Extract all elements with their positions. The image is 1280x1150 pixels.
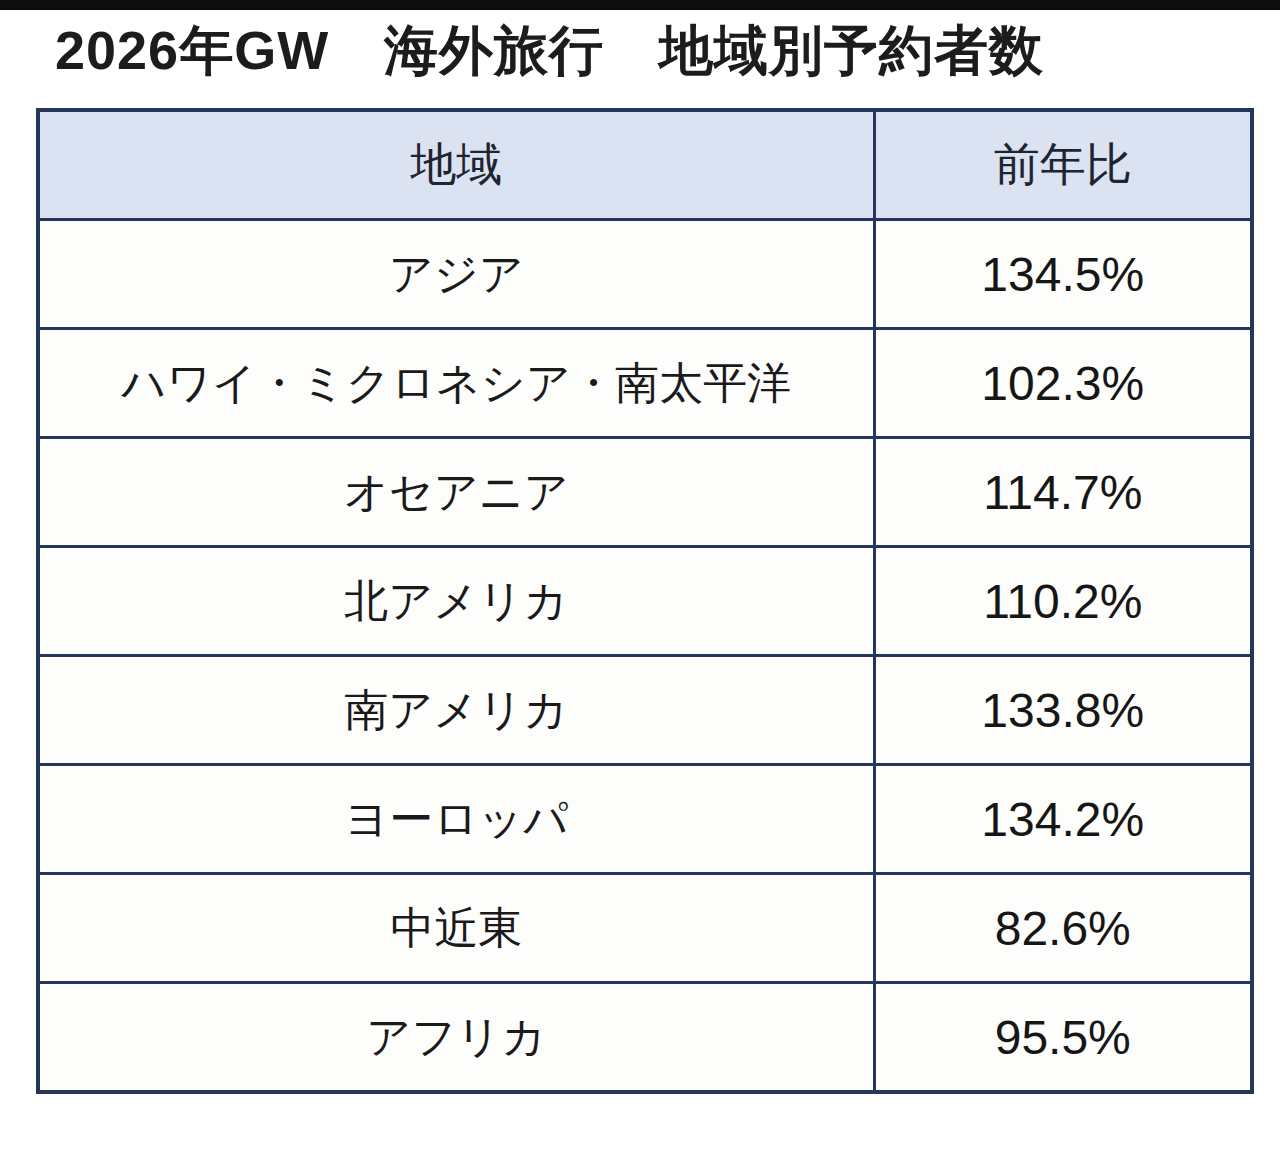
region-cell: ハワイ・ミクロネシア・南太平洋 (38, 329, 874, 438)
table-row: 北アメリカ 110.2% (38, 547, 1252, 656)
top-black-bar (0, 0, 1280, 10)
yoy-cell: 102.3% (874, 329, 1252, 438)
region-cell: 中近東 (38, 874, 874, 983)
bookings-by-region-table: 地域 前年比 アジア 134.5% ハワイ・ミクロネシア・南太平洋 102.3%… (36, 108, 1254, 1094)
yoy-cell: 95.5% (874, 983, 1252, 1093)
yoy-cell: 110.2% (874, 547, 1252, 656)
region-cell: オセアニア (38, 438, 874, 547)
region-cell: 南アメリカ (38, 656, 874, 765)
table-row: アジア 134.5% (38, 220, 1252, 329)
table-row: 中近東 82.6% (38, 874, 1252, 983)
table-body: アジア 134.5% ハワイ・ミクロネシア・南太平洋 102.3% オセアニア … (38, 220, 1252, 1093)
page-title: 2026年GW 海外旅行 地域別予約者数 (55, 18, 1044, 83)
yoy-cell: 114.7% (874, 438, 1252, 547)
table-row: アフリカ 95.5% (38, 983, 1252, 1093)
header-row: 地域 前年比 (38, 110, 1252, 220)
table-header: 地域 前年比 (38, 110, 1252, 220)
table-row: ハワイ・ミクロネシア・南太平洋 102.3% (38, 329, 1252, 438)
region-cell: アフリカ (38, 983, 874, 1093)
region-cell: アジア (38, 220, 874, 329)
region-cell: ヨーロッパ (38, 765, 874, 874)
table-row: 南アメリカ 133.8% (38, 656, 1252, 765)
yoy-cell: 134.2% (874, 765, 1252, 874)
table-row: ヨーロッパ 134.2% (38, 765, 1252, 874)
column-header-region: 地域 (38, 110, 874, 220)
column-header-yoy: 前年比 (874, 110, 1252, 220)
yoy-cell: 134.5% (874, 220, 1252, 329)
region-cell: 北アメリカ (38, 547, 874, 656)
yoy-cell: 82.6% (874, 874, 1252, 983)
yoy-cell: 133.8% (874, 656, 1252, 765)
table-row: オセアニア 114.7% (38, 438, 1252, 547)
